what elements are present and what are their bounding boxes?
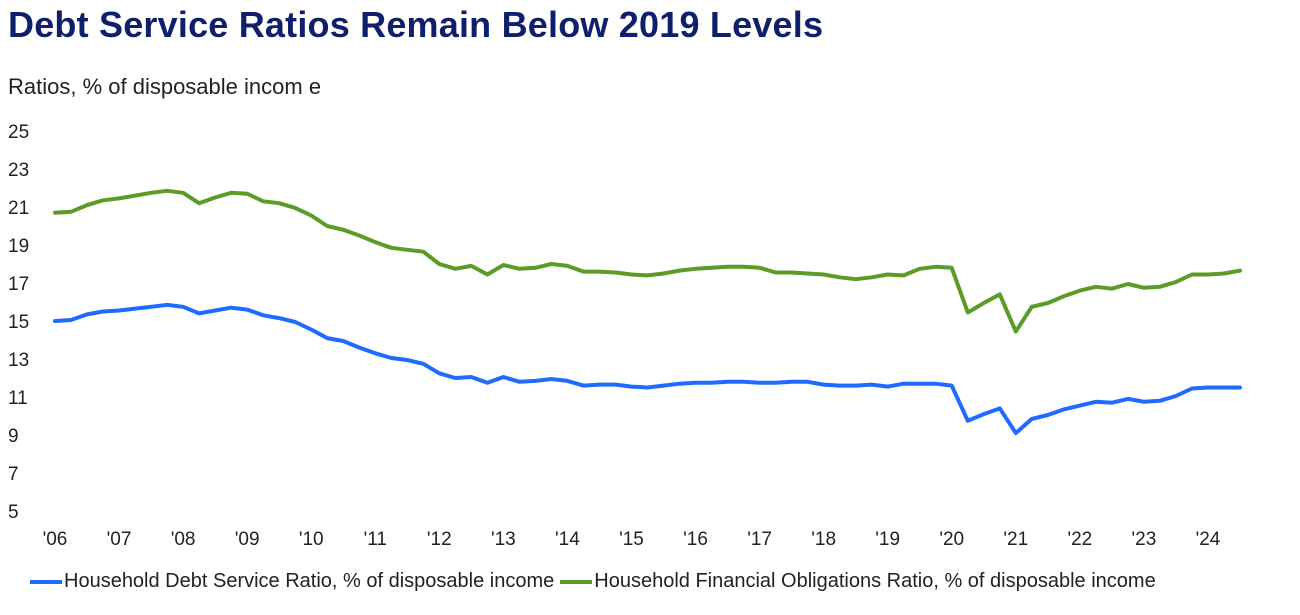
y-axis-label: Ratios, % of disposable incom e	[8, 74, 322, 99]
x-tick-label: '12	[427, 529, 452, 550]
y-tick-label: 23	[8, 160, 29, 181]
chart-title: Debt Service Ratios Remain Below 2019 Le…	[8, 4, 824, 45]
y-tick-label: 13	[8, 350, 29, 371]
x-tick-label: '20	[939, 529, 964, 550]
x-tick-label: '17	[747, 529, 772, 550]
x-tick-label: '16	[683, 529, 708, 550]
y-tick-label: 7	[8, 464, 19, 485]
x-tick-label: '22	[1067, 529, 1092, 550]
x-tick-label: '13	[491, 529, 516, 550]
legend-item-debt-service: Household Debt Service Ratio, % of dispo…	[30, 570, 554, 593]
x-tick-label: '08	[171, 529, 196, 550]
y-tick-label: 19	[8, 236, 29, 257]
legend-label-debt-service: Household Debt Service Ratio, % of dispo…	[64, 570, 555, 592]
x-tick-label: '14	[555, 529, 580, 550]
legend-item-financial-obligations: Household Financial Obligations Ratio, %…	[560, 570, 1156, 593]
legend-label-financial-obligations: Household Financial Obligations Ratio, %…	[594, 570, 1156, 592]
x-tick-label: '23	[1132, 529, 1157, 550]
x-tick-label: '06	[43, 529, 68, 550]
y-tick-label: 21	[8, 198, 29, 219]
series-lines	[53, 188, 1242, 436]
y-tick-label: 15	[8, 312, 29, 333]
y-tick-label: 17	[8, 274, 29, 295]
series-line-financial-obligations	[53, 188, 1242, 334]
series-line-debt-service	[53, 302, 1242, 436]
legend-swatch-financial-obligations	[560, 579, 593, 584]
y-axis-ticks: 25 23 21 19 17 15 13 11 9 7 5	[8, 122, 29, 523]
x-tick-label: '11	[364, 529, 387, 550]
x-tick-label: '10	[299, 529, 324, 550]
y-tick-label: 9	[8, 426, 19, 447]
x-tick-label: '19	[875, 529, 900, 550]
x-tick-label: '09	[235, 529, 260, 550]
y-tick-label: 11	[8, 388, 28, 409]
legend: Household Debt Service Ratio, % of dispo…	[30, 570, 1156, 593]
x-tick-label: '15	[619, 529, 644, 550]
x-axis-ticks: '06 '07 '08 '09 '10 '11 '12 '13 '14 '15 '16 '17 '18 '…	[43, 529, 1221, 550]
y-tick-label: 5	[8, 502, 19, 523]
legend-swatch-debt-service	[30, 579, 62, 584]
x-tick-label: '07	[107, 529, 132, 550]
x-tick-label: '21	[1003, 529, 1028, 550]
x-tick-label: '24	[1196, 529, 1221, 550]
x-tick-label: '18	[811, 529, 836, 550]
y-tick-label: 25	[8, 122, 29, 143]
